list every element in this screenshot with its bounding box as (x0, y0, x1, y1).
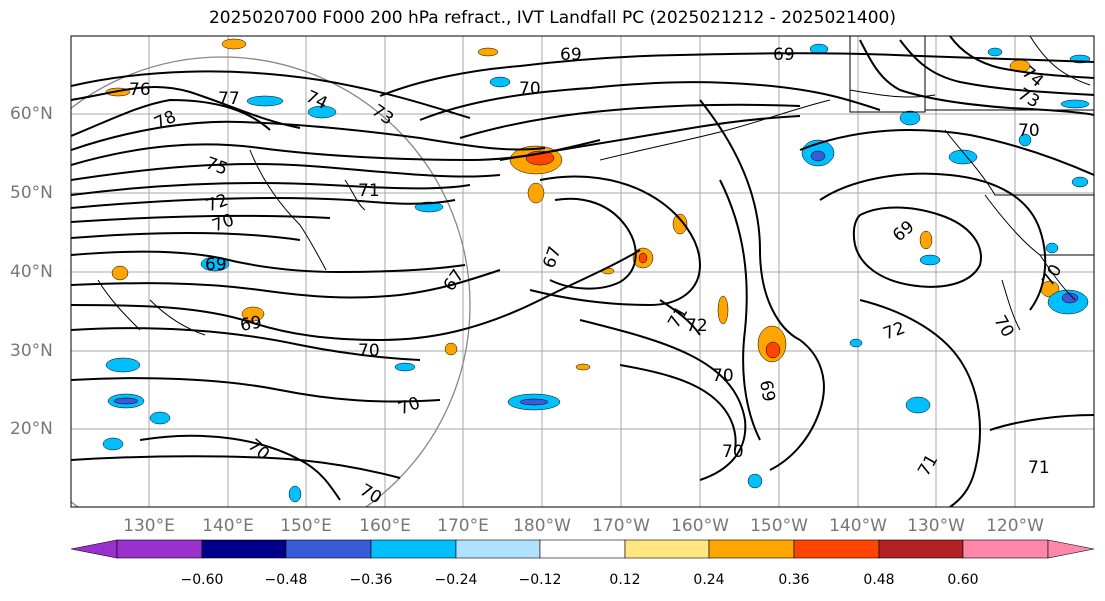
region-circle (71, 56, 471, 507)
contour-label: 69 (205, 255, 227, 275)
colorbar-tick-label: 0.36 (778, 572, 810, 588)
lon-label: 130°W (907, 516, 965, 536)
lat-label: 30°N (10, 341, 53, 361)
lon-label: 170°E (437, 516, 489, 536)
lon-label: 170°W (592, 516, 650, 536)
colorbar-tick-label: 0.60 (947, 572, 979, 588)
lon-label: 130°E (123, 516, 175, 536)
contour-label: 70 (722, 442, 744, 462)
contour-label: 70 (712, 366, 734, 386)
colorbar-tick-label: −0.60 (180, 572, 224, 588)
plot-border (70, 35, 1095, 508)
colorbar-extend-right (1047, 539, 1095, 559)
contour-label: 76 (129, 80, 151, 100)
colorbar-tick-label: −0.48 (264, 572, 308, 588)
lat-label: 20°N (10, 419, 53, 439)
contour-label: 69 (773, 45, 795, 65)
lon-label: 120°W (986, 516, 1044, 536)
lon-label: 160°W (671, 516, 729, 536)
lat-label: 40°N (10, 262, 53, 282)
refractivity-contours (71, 36, 1094, 507)
lon-label: 180°W (513, 516, 571, 536)
lon-label: 140°E (202, 516, 254, 536)
colorbar (70, 539, 1095, 559)
contour-label: 77 (218, 89, 240, 109)
lon-label: 140°W (829, 516, 887, 536)
colorbar-extend-left (70, 539, 118, 559)
colorbar-tick-label: 0.24 (693, 572, 725, 588)
lon-label: 160°E (359, 516, 411, 536)
contour-label: 69 (560, 45, 582, 65)
lat-label: 50°N (10, 183, 53, 203)
contour-label: 70 (358, 341, 380, 361)
colorbar-tick-label: 0.12 (609, 572, 641, 588)
colorbar-tick-label: −0.36 (349, 572, 393, 588)
lon-label: 150°W (750, 516, 808, 536)
colorbar-tick-label: −0.12 (518, 572, 562, 588)
contour-label: 71 (358, 181, 380, 201)
contour-label: 70 (1018, 121, 1040, 141)
contour-label: 69 (755, 379, 778, 404)
colorbar-tick-label: 0.48 (863, 572, 895, 588)
contour-label: 72 (686, 316, 708, 336)
coastlines (97, 36, 1094, 336)
contour-label: 70 (519, 79, 541, 99)
shaded-anomalies (102, 38, 1091, 503)
contour-labels: 76 78 77 74 73 75 72 70 69 71 69 70 69 6… (129, 45, 1066, 508)
contour-label: 71 (1028, 458, 1050, 478)
colorbar-tick-label: −0.24 (434, 572, 478, 588)
contour-label: 69 (239, 312, 264, 335)
lon-label: 150°E (280, 516, 332, 536)
lat-label: 60°N (10, 104, 53, 124)
map-title: 2025020700 F000 200 hPa refract., IVT La… (208, 8, 896, 28)
